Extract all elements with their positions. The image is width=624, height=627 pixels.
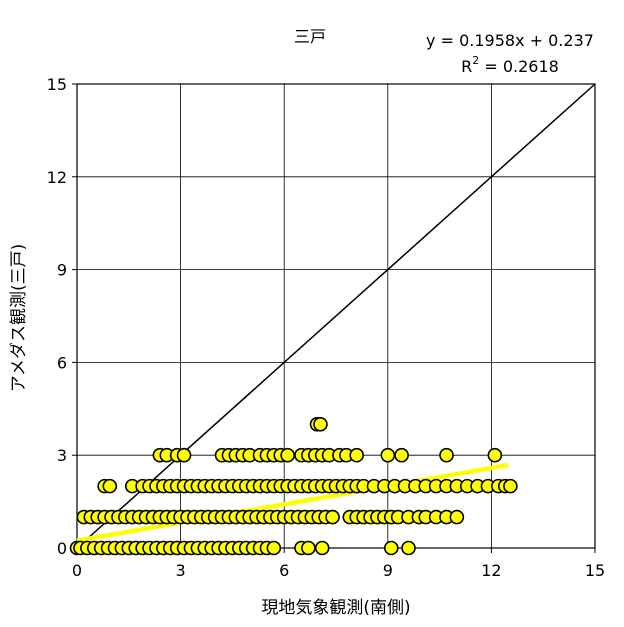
x-tick-label: 9 (383, 561, 393, 580)
x-tick-label: 0 (72, 561, 82, 580)
data-point (280, 447, 295, 463)
data-point (313, 416, 328, 432)
y-tick-label: 3 (57, 446, 67, 465)
y-axis-label: アメダス観測(三戸) (9, 244, 29, 392)
data-points (69, 416, 518, 556)
data-point (102, 478, 118, 494)
regression-r2: R2 = 0.2618 (461, 54, 559, 76)
data-point (380, 447, 396, 463)
x-tick-label: 12 (481, 561, 501, 580)
data-point (176, 447, 192, 463)
data-point (349, 447, 365, 463)
plot-frame (76, 83, 596, 549)
y-tick-label: 0 (57, 539, 67, 558)
regression-r2-label: R (461, 57, 472, 76)
data-point (394, 447, 409, 463)
data-point (314, 540, 330, 556)
data-point (487, 447, 503, 463)
data-point (503, 478, 518, 494)
data-point (439, 447, 454, 463)
y-tick-label: 9 (57, 261, 67, 280)
data-point (401, 540, 416, 556)
data-point (449, 509, 465, 525)
x-axis-label: 現地気象観測(南側) (261, 598, 410, 618)
data-point (301, 540, 316, 556)
y-tick-label: 15 (47, 75, 67, 94)
x-tick-label: 3 (176, 561, 186, 580)
reference-line-layer (76, 83, 596, 549)
chart-title: 三戸 (294, 27, 326, 46)
x-tick-label: 6 (279, 561, 289, 580)
regression-trendline (76, 462, 510, 543)
regression-r2-value: = 0.2618 (479, 57, 559, 76)
y-tick-label: 6 (57, 353, 67, 372)
y-tick-label: 12 (47, 168, 67, 187)
reference-line (76, 83, 596, 549)
data-point (325, 509, 340, 525)
regression-equation: y = 0.1958x + 0.237 (426, 31, 594, 50)
data-point (383, 540, 399, 556)
trendline-layer (76, 462, 510, 543)
data-point (266, 540, 282, 556)
x-tick-label: 15 (585, 561, 605, 580)
regression-r2-superscript: 2 (472, 54, 479, 67)
